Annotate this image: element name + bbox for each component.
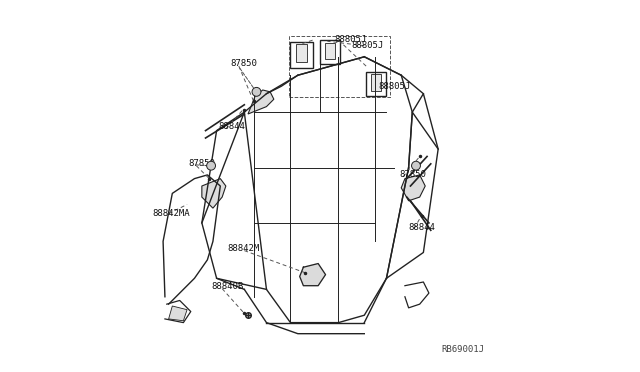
Text: 87850: 87850: [230, 59, 257, 68]
Polygon shape: [248, 90, 274, 114]
Polygon shape: [401, 175, 425, 201]
Text: 88844: 88844: [408, 223, 435, 232]
Bar: [324, 43, 335, 60]
Bar: [289, 36, 390, 97]
Polygon shape: [202, 179, 226, 208]
Text: RB69001J: RB69001J: [442, 345, 484, 354]
Text: 88805J: 88805J: [351, 41, 383, 50]
FancyBboxPatch shape: [320, 40, 340, 64]
Text: 88842MA: 88842MA: [152, 209, 190, 218]
Text: 88840B: 88840B: [211, 282, 243, 291]
Bar: [371, 74, 381, 91]
Text: 88805J: 88805J: [334, 35, 366, 44]
Text: 88805J: 88805J: [378, 82, 411, 91]
Text: 88844: 88844: [218, 122, 245, 131]
Circle shape: [252, 87, 261, 96]
Circle shape: [412, 161, 420, 170]
Text: 87850: 87850: [399, 170, 426, 179]
Bar: [296, 44, 307, 62]
Text: 88842M: 88842M: [228, 244, 260, 253]
Circle shape: [207, 161, 216, 170]
FancyBboxPatch shape: [366, 71, 387, 96]
Text: 87850: 87850: [188, 159, 215, 168]
Polygon shape: [168, 306, 187, 321]
FancyBboxPatch shape: [291, 42, 312, 68]
Polygon shape: [300, 263, 326, 286]
